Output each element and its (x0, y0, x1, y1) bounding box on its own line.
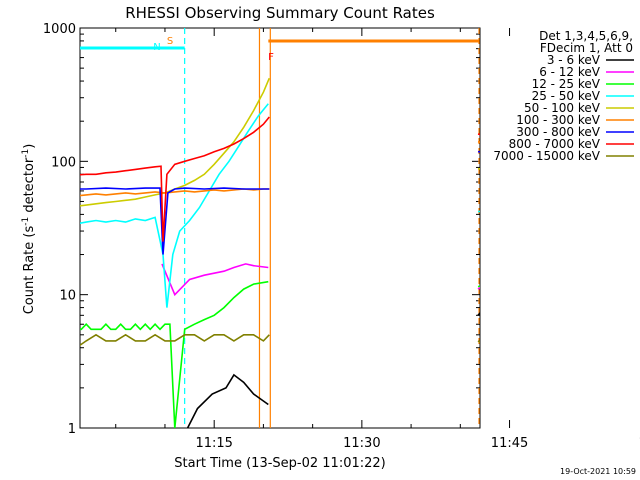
segment-label-n: N (153, 42, 160, 53)
segment-label-s: S (167, 36, 173, 47)
plot-area: 11:1511:3011:4512:0012:1512:301101001000… (43, 22, 640, 451)
series-line (186, 311, 480, 428)
series-line (80, 333, 480, 347)
chart-title: RHESSI Observing Summary Count Rates (125, 4, 435, 22)
y-axis-label: Count Rate (s-1 detector-1) (21, 144, 37, 315)
y-tick-label: 10 (59, 289, 76, 304)
legend: Det 1,3,4,5,6,9, FDecim 1, Att 0 3 - 6 k… (493, 29, 634, 163)
legend-label: 12 - 25 keV (532, 77, 601, 91)
plot-frame (79, 27, 481, 429)
legend-label: 300 - 800 keV (516, 125, 600, 139)
legend-header-line-1: Det 1,3,4,5,6,9, (539, 29, 633, 43)
series-line (80, 116, 480, 242)
legend-label: 25 - 50 keV (532, 89, 601, 103)
legend-label: 3 - 6 keV (547, 53, 601, 67)
y-tick-label: 1 (68, 422, 76, 437)
x-tick-label: 12:00 (638, 436, 640, 451)
x-tick-label: 11:45 (491, 436, 528, 451)
legend-label: 800 - 7000 keV (509, 137, 601, 151)
y-tick-label: 100 (51, 155, 76, 170)
legend-header-line-2: FDecim 1, Att 0 (540, 41, 633, 55)
x-tick-label: 11:15 (195, 436, 232, 451)
x-tick-label: 11:30 (343, 436, 380, 451)
series-line (80, 280, 480, 428)
legend-label: 50 - 100 keV (524, 101, 601, 115)
series-line (80, 150, 480, 255)
legend-label: 6 - 12 keV (539, 65, 601, 79)
legend-label: 7000 - 15000 keV (493, 149, 600, 163)
legend-label: 100 - 300 keV (516, 113, 600, 127)
y-tick-label: 1000 (43, 22, 76, 37)
segment-label-f: F (268, 52, 274, 63)
generated-timestamp: 19-Oct-2021 10:59 (560, 467, 636, 476)
x-axis-label: Start Time (13-Sep-02 11:01:22) (174, 456, 385, 471)
series-line (80, 103, 480, 308)
